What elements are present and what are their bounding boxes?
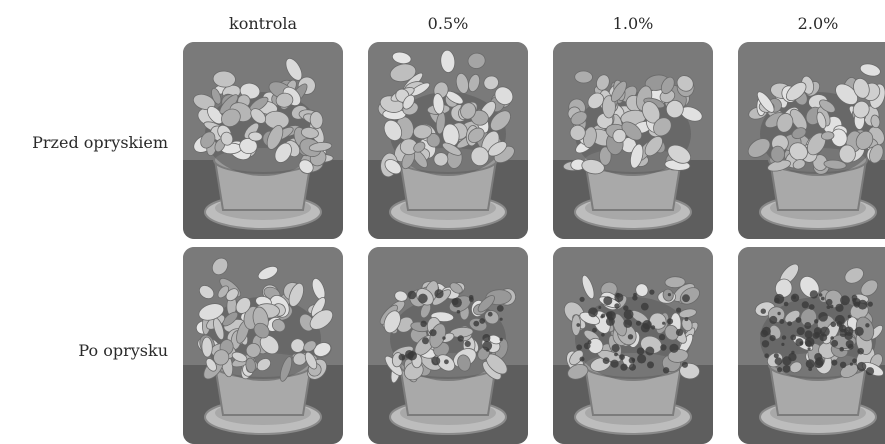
- plant-photo-r1-c1: [183, 42, 343, 239]
- plant-photo-r2-c2: [368, 247, 528, 444]
- plant-photo-r2-c4: [738, 247, 885, 444]
- plant-photo-r2-c3: [553, 247, 713, 444]
- plant-photo-r1-c2: [368, 42, 528, 239]
- column-label-2-0-percent: 2.0%: [797, 14, 839, 33]
- column-label-kontrola: kontrola: [229, 14, 297, 33]
- plant-photo-r1-c3: [553, 42, 713, 239]
- plant-photo-r1-c4: [738, 42, 885, 239]
- row-label-before-spray: Przed opryskiem: [32, 133, 168, 152]
- column-label-1-0-percent: 1.0%: [612, 14, 654, 33]
- column-label-0-5-percent: 0.5%: [427, 14, 469, 33]
- plant-photo-r2-c1: [183, 247, 343, 444]
- row-label-after-spray: Po oprysku: [78, 341, 168, 360]
